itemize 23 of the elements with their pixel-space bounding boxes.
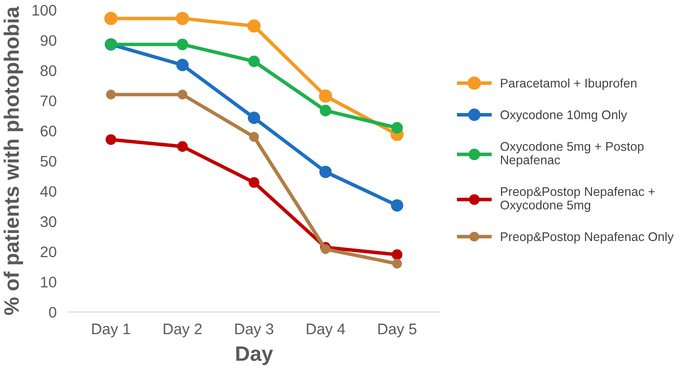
y-tick-label: 60 [40,126,56,136]
legend-label: Preop&Postop Nepafenac Only [500,232,674,244]
x-axis-title: Day [236,346,273,366]
y-tick-label: 40 [40,186,56,197]
y-tick-label: 0 [48,306,56,318]
y-tick-label: 80 [40,65,56,76]
x-tick-label: Day 4 [306,324,346,338]
legend-label: Preop&Postop Nepafenac + Oxycodone 5mg [500,186,655,212]
x-tick-label: Day 3 [235,324,274,338]
y-tick-label: 70 [40,95,56,106]
legend-label: Oxycodone 10mg Only [500,110,628,122]
legend-label: Paracetamol + Ibuprofen [500,78,636,90]
y-tick-label: 10 [41,276,56,288]
legend-label: Oxycodone 5mg + Postop Nepafenac [500,142,644,167]
y-axis-title: % of patients with photophobia [4,6,24,315]
x-tick-label: Day 2 [164,324,202,338]
x-tick-label: Day 1 [92,324,130,338]
y-tick-label: 30 [40,216,56,228]
y-tick-label: 50 [40,156,56,167]
y-tick-label: 20 [40,246,56,258]
x-tick-label: Day 5 [378,324,416,338]
y-tick-label: 100 [32,4,56,16]
y-tick-label: 90 [40,35,56,46]
